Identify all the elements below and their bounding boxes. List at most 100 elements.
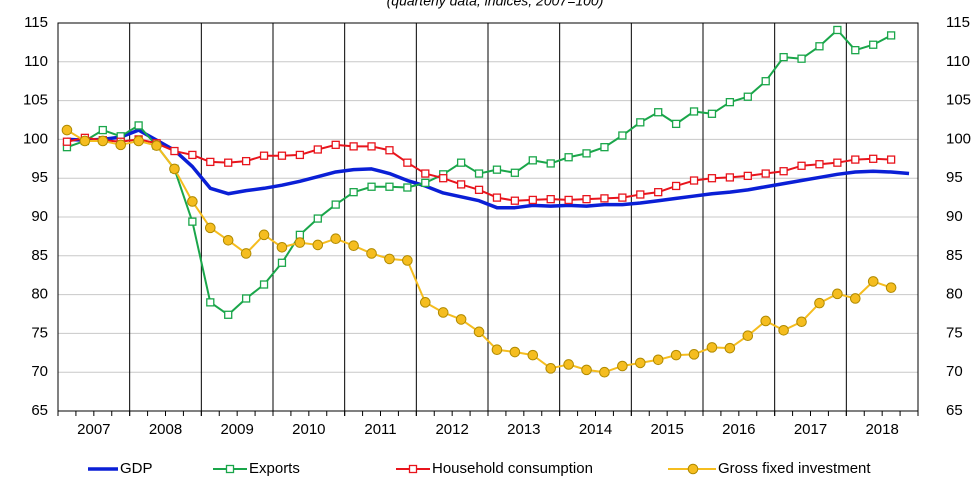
x-tick-label: 2012 <box>435 421 468 438</box>
data-point <box>742 330 754 342</box>
data-point <box>456 158 466 167</box>
data-point <box>403 183 412 192</box>
y2-tick-label: 105 <box>946 92 971 109</box>
data-point <box>62 137 72 146</box>
data-point <box>151 140 162 151</box>
data-point <box>886 155 896 164</box>
data-point <box>277 258 287 267</box>
data-point <box>330 233 342 245</box>
data-point <box>851 155 860 164</box>
data-point <box>885 282 897 293</box>
data-point <box>206 157 215 167</box>
data-point <box>134 121 143 130</box>
data-point <box>241 294 251 303</box>
data-point <box>492 193 502 202</box>
y-tick-label: 70 <box>31 363 48 380</box>
data-point <box>367 182 376 191</box>
data-point <box>546 195 555 204</box>
data-point <box>421 169 430 178</box>
data-point <box>473 326 485 338</box>
data-point <box>634 357 646 369</box>
data-point <box>294 237 306 248</box>
data-point <box>188 217 197 226</box>
data-point <box>599 366 610 378</box>
data-point <box>618 193 627 202</box>
data-point <box>348 240 359 252</box>
y-tick-label: 105 <box>23 92 48 109</box>
data-point <box>385 146 394 155</box>
y2-tick-label: 90 <box>946 208 963 225</box>
y2-tick-label: 70 <box>946 363 963 380</box>
data-point <box>706 342 718 353</box>
y2-tick-label: 65 <box>946 402 963 419</box>
data-point <box>527 349 539 361</box>
data-point <box>849 293 861 304</box>
data-point <box>743 92 752 101</box>
data-point <box>797 54 806 63</box>
data-point <box>295 150 305 160</box>
x-tick-label: 2015 <box>650 421 683 438</box>
data-point <box>652 354 664 366</box>
data-point <box>276 241 288 253</box>
x-tick-label: 2010 <box>292 421 325 438</box>
y-tick-label: 75 <box>31 324 48 341</box>
data-point <box>349 142 358 151</box>
data-point <box>474 185 484 194</box>
data-point <box>224 310 233 319</box>
data-point <box>867 276 879 287</box>
y2-tick-label: 110 <box>946 53 970 70</box>
data-point <box>312 239 324 251</box>
data-point <box>259 280 269 289</box>
data-point <box>833 25 842 35</box>
data-point <box>222 234 234 246</box>
data-point <box>206 298 215 307</box>
data-point <box>671 119 681 129</box>
data-point <box>833 158 842 167</box>
y2-tick-label: 80 <box>946 286 963 303</box>
y-tick-label: 95 <box>31 169 48 186</box>
data-point <box>761 77 770 86</box>
data-point <box>815 160 824 169</box>
data-point <box>421 178 430 188</box>
data-point <box>367 142 376 151</box>
data-point <box>61 124 73 136</box>
data-point <box>258 229 270 241</box>
data-point <box>403 158 412 167</box>
y-tick-label: 80 <box>31 286 48 303</box>
data-point <box>385 182 394 191</box>
data-point <box>724 342 736 354</box>
data-point <box>778 324 789 336</box>
data-point <box>546 159 555 168</box>
legend-label: Gross fixed investment <box>718 460 871 477</box>
data-point <box>618 131 627 140</box>
data-point <box>779 52 788 62</box>
data-point <box>402 255 413 266</box>
data-point <box>545 363 557 374</box>
x-tick-label: 2013 <box>507 421 540 438</box>
data-point <box>671 181 681 191</box>
data-point <box>240 248 252 259</box>
data-point <box>455 314 467 325</box>
x-tick-label: 2008 <box>149 421 182 438</box>
data-point <box>796 316 807 328</box>
data-point <box>814 297 825 309</box>
data-point <box>277 151 287 160</box>
data-point <box>600 143 609 152</box>
data-point <box>869 40 878 49</box>
data-point <box>688 349 700 360</box>
x-tick-label: 2014 <box>579 421 612 438</box>
data-point <box>636 118 645 127</box>
data-point <box>492 165 502 174</box>
data-point <box>313 145 322 154</box>
data-point <box>670 349 682 361</box>
data-point <box>491 344 503 355</box>
data-point <box>725 98 735 107</box>
data-point <box>295 230 305 239</box>
data-point <box>654 188 663 197</box>
data-point <box>510 196 520 205</box>
data-point <box>564 195 573 205</box>
data-point <box>331 140 340 149</box>
data-point <box>581 364 592 376</box>
data-point <box>869 154 878 163</box>
